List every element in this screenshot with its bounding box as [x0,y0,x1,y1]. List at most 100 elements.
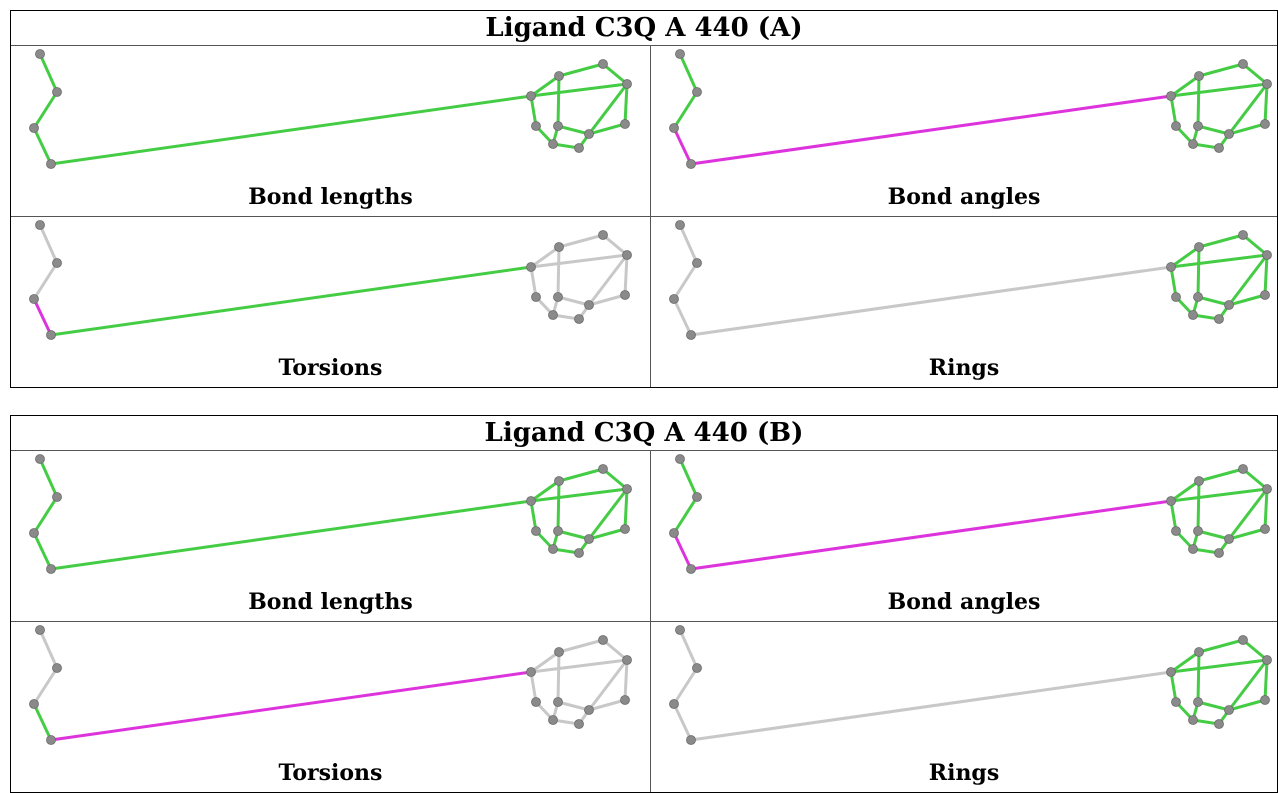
atom-node [620,119,630,129]
bond-line [1196,650,1201,704]
bond-line [1227,487,1269,541]
bond-line [529,74,561,98]
bond-line [32,702,53,742]
bond-line [32,297,53,337]
bond-line [1263,82,1269,126]
atom-node [686,330,696,340]
atom-node [1214,719,1224,729]
cell-caption: Bond angles [887,589,1041,615]
atom-node [598,230,608,240]
atom-node [526,667,536,677]
atom-node [29,294,39,304]
atom-node [1262,250,1272,260]
molecule-diagram [29,454,632,574]
bond-line [556,295,591,307]
bond-line [556,650,561,704]
atom-node [1214,548,1224,558]
cell-caption: Bond angles [887,184,1041,210]
bond-line [1169,245,1201,269]
bond-line [678,628,699,670]
atom-node [622,484,632,494]
bond-line [529,499,538,533]
bond-line [672,666,699,706]
cell-rings: Rings [651,217,1277,387]
bond-line [556,124,591,136]
atom-node [1260,695,1270,705]
bond-line [1263,487,1269,531]
atom-node [1194,71,1204,81]
atom-node [584,534,594,544]
atom-node [692,258,702,268]
bond-line [689,265,1173,337]
bond-line [623,487,629,531]
atom-node [669,699,679,709]
panel-row: Torsions Rings [11,217,1277,387]
bond-line [672,702,693,742]
cell-caption: Bond lengths [248,184,413,210]
atom-node [574,719,584,729]
bond-line [1169,658,1269,674]
atom-node [1171,526,1181,536]
cell-bond-lengths: Bond lengths [11,451,651,621]
bond-line [587,82,629,136]
bond-line [556,479,561,533]
bond-line [1196,295,1231,307]
atom-node [553,292,563,302]
bond-line [1227,527,1267,541]
atom-node [675,220,685,230]
bond-line [38,223,59,265]
bond-line [1169,94,1178,128]
bond-line [1196,479,1201,533]
bond-line [32,495,59,535]
atom-node [1166,667,1176,677]
atom-node [1193,697,1203,707]
bond-line [1196,700,1231,712]
atom-node [1238,464,1248,474]
atom-node [1260,524,1270,534]
panel-title: Ligand C3Q A 440 (B) [11,416,1277,451]
atom-node [1193,292,1203,302]
atom-node [620,524,630,534]
bond-line [587,698,627,712]
atom-node [584,705,594,715]
atom-node [554,647,564,657]
panel-title: Ligand C3Q A 440 (A) [11,11,1277,46]
atom-node [548,139,558,149]
bond-line [1169,650,1201,674]
atom-node [554,476,564,486]
atom-node [1194,476,1204,486]
atom-node [1214,314,1224,324]
atom-node [553,121,563,131]
atom-node [1214,143,1224,153]
bond-line [556,529,591,541]
atom-node [1166,262,1176,272]
bond-line [1197,233,1245,249]
bond-line [587,658,629,712]
bond-line [32,90,59,130]
atom-node [52,492,62,502]
atom-node [686,735,696,745]
atom-node [622,655,632,665]
atom-node [553,697,563,707]
bond-line [689,499,1173,571]
bond-line [623,253,629,297]
bond-line [1169,253,1269,269]
bond-line [601,233,629,257]
bond-line [49,670,533,742]
cell-bond-angles: Bond angles [651,46,1277,216]
atom-node [1194,242,1204,252]
panel-ligand-a: Ligand C3Q A 440 (A) Bond lengths Bond a… [10,10,1278,388]
bond-line [529,650,561,674]
bond-line [678,457,699,499]
bond-line [38,628,59,670]
panel-row: Bond lengths Bond angles [11,451,1277,622]
atom-node [46,159,56,169]
atom-node [622,250,632,260]
bond-line [556,74,561,128]
atom-node [1171,121,1181,131]
atom-node [35,220,45,230]
atom-node [52,87,62,97]
bond-line [32,261,59,301]
cell-bond-angles: Bond angles [651,451,1277,621]
atom-node [675,49,685,59]
